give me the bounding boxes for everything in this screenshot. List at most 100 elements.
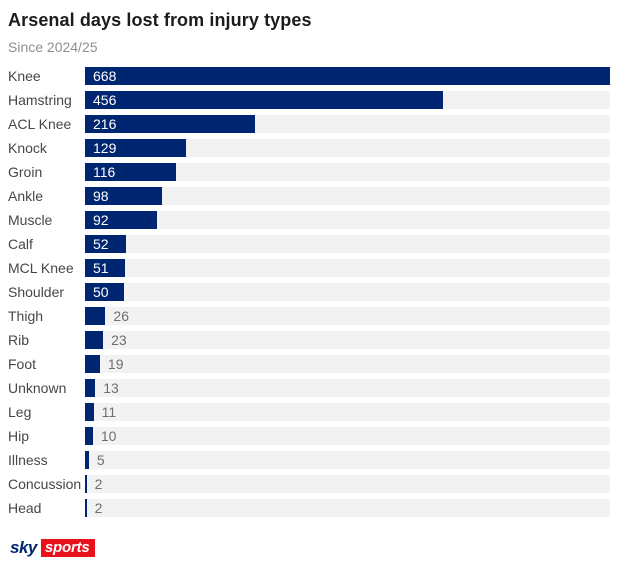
value-label: 19 [107, 356, 124, 372]
chart-row: Hip 10 [0, 427, 628, 445]
value-label: 456 [93, 92, 117, 108]
category-label: ACL Knee [8, 116, 72, 132]
bar [85, 451, 89, 469]
category-label: Thigh [8, 308, 44, 324]
bar-track: 23 [85, 331, 610, 349]
chart-row: Shoulder 50 [0, 283, 628, 301]
category-label: MCL Knee [8, 260, 74, 276]
bar: 51 [85, 259, 126, 277]
value-label: 98 [93, 188, 109, 204]
category-label: Hamstring [8, 92, 72, 108]
chart-row: MCL Knee 51 [0, 259, 628, 277]
bar [85, 331, 104, 349]
chart-subtitle: Since 2024/25 [8, 39, 98, 55]
value-label: 92 [93, 212, 109, 228]
bar-track: 2 [85, 499, 610, 517]
category-label: Foot [8, 356, 37, 372]
bar [85, 499, 87, 517]
chart-title: Arsenal days lost from injury types [8, 10, 312, 30]
value-label: 50 [93, 284, 109, 300]
bar-track: 216 [85, 115, 610, 133]
chart-row: Knock 129 [0, 139, 628, 157]
chart-row: Hamstring 456 [0, 91, 628, 109]
value-label: 26 [113, 308, 129, 324]
bar: 456 [85, 91, 444, 109]
value-label: 668 [93, 68, 117, 84]
bar: 98 [85, 187, 163, 205]
value-label: 11 [101, 404, 117, 420]
bar [85, 307, 106, 325]
value-label: 116 [93, 164, 116, 180]
chart-row: Knee 668 [0, 67, 628, 85]
bar-track: 129 [85, 139, 610, 157]
bar: 216 [85, 115, 255, 133]
bar [85, 403, 94, 421]
category-label: Leg [8, 404, 32, 420]
bar: 116 [85, 163, 177, 181]
chart-row: Groin 116 [0, 163, 628, 181]
bar: 129 [85, 139, 187, 157]
category-label: Groin [8, 164, 43, 180]
chart-row: Rib 23 [0, 331, 628, 349]
category-label: Shoulder [8, 284, 65, 300]
bar-track: 51 [85, 259, 610, 277]
chart-row: Foot 19 [0, 355, 628, 373]
chart-row: Thigh 26 [0, 307, 628, 325]
chart-header: Arsenal days lost from injury types Sinc… [0, 0, 628, 55]
chart-row: Leg 11 [0, 403, 628, 421]
category-label: Illness [8, 452, 48, 468]
bar [85, 355, 100, 373]
bar-track: 52 [85, 235, 610, 253]
bar: 52 [85, 235, 126, 253]
category-label: Concussion [8, 476, 82, 492]
value-label: 2 [94, 500, 103, 516]
bar-track: 26 [85, 307, 610, 325]
bar-track: 2 [85, 475, 610, 493]
chart-row: Ankle 98 [0, 187, 628, 205]
bar: 92 [85, 211, 158, 229]
bar-track: 19 [85, 355, 610, 373]
bar-track: 668 [85, 67, 610, 85]
value-label: 10 [100, 428, 117, 444]
bar [85, 379, 96, 397]
category-label: Calf [8, 236, 33, 252]
chart-row: ACL Knee 216 [0, 115, 628, 133]
bar [85, 427, 93, 445]
value-label: 52 [93, 236, 109, 252]
value-label: 23 [111, 332, 127, 348]
bar-track: 50 [85, 283, 610, 301]
chart-row: Concussion 2 [0, 475, 628, 493]
category-label: Muscle [8, 212, 53, 228]
bar-track: 11 [85, 403, 610, 421]
bar: 668 [85, 67, 610, 85]
chart-row: Muscle 92 [0, 211, 628, 229]
category-label: Rib [8, 332, 30, 348]
chart-row: Unknown 13 [0, 379, 628, 397]
category-label: Hip [8, 428, 30, 444]
bar-track: 116 [85, 163, 610, 181]
chart-row: Calf 52 [0, 235, 628, 253]
value-label: 5 [96, 452, 105, 468]
bar-track: 456 [85, 91, 610, 109]
value-label: 2 [94, 476, 103, 492]
bar-track: 10 [85, 427, 610, 445]
sky-sports-logo: sky sports [10, 539, 628, 557]
sports-logo-badge: sports [40, 539, 95, 557]
category-label: Unknown [8, 380, 67, 396]
value-label: 129 [93, 140, 117, 156]
value-label: 13 [103, 380, 119, 396]
category-label: Head [8, 500, 42, 516]
category-label: Ankle [8, 188, 44, 204]
bar-track: 5 [85, 451, 610, 469]
bar: 50 [85, 283, 125, 301]
category-label: Knee [8, 68, 41, 84]
chart-row: Head 2 [0, 499, 628, 517]
bar [85, 475, 87, 493]
sky-logo-text: sky [10, 538, 37, 557]
bar-track: 98 [85, 187, 610, 205]
bar-chart: Knee 668 Hamstring 456 ACL Knee 216 Knoc… [0, 67, 628, 517]
bar-track: 92 [85, 211, 610, 229]
chart-row: Illness 5 [0, 451, 628, 469]
bar-track: 13 [85, 379, 610, 397]
value-label: 216 [93, 116, 117, 132]
